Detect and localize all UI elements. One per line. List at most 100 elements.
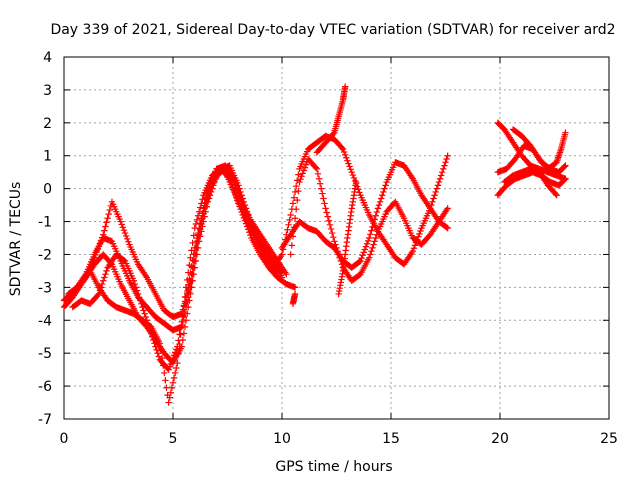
data-point (174, 359, 181, 367)
data-point (348, 168, 355, 176)
data-point (334, 247, 341, 255)
data-point (103, 267, 110, 275)
data-point (330, 233, 337, 241)
data-point (291, 215, 299, 222)
data-point (274, 267, 281, 275)
data-point (198, 220, 205, 228)
data-point (171, 369, 179, 377)
data-point (176, 331, 183, 338)
data-point (370, 241, 377, 248)
data-point (294, 196, 301, 204)
series-track-i (289, 290, 299, 308)
data-point (372, 212, 379, 219)
data-point (174, 343, 181, 350)
x-tick-label: 15 (382, 431, 400, 447)
data-point (145, 323, 153, 331)
data-point (240, 205, 248, 212)
data-point (179, 306, 187, 313)
data-point (433, 185, 440, 192)
data-point (382, 182, 389, 189)
series-track-e (73, 162, 281, 321)
data-point (322, 205, 329, 212)
data-point (335, 251, 342, 258)
data-point (97, 284, 105, 291)
y-tick-label: -7 (38, 412, 52, 428)
data-point (440, 165, 447, 173)
data-point (362, 243, 370, 250)
data-point (182, 294, 190, 301)
data-point (314, 170, 322, 178)
data-point (366, 234, 373, 242)
data-point (180, 313, 188, 321)
data-point (148, 330, 155, 337)
data-point (168, 357, 176, 365)
y-axis-label: SDTVAR / TECUs (8, 182, 24, 297)
data-point (344, 157, 351, 164)
data-point (170, 374, 178, 382)
series-track-j (313, 83, 349, 156)
data-point (431, 192, 438, 199)
data-point (239, 201, 246, 209)
data-point (94, 291, 101, 299)
data-point (318, 185, 325, 192)
series-track-b (60, 165, 286, 406)
data-point (290, 194, 298, 201)
data-point (343, 154, 350, 161)
data-point (562, 162, 569, 169)
data-point (117, 218, 124, 225)
data-point (441, 162, 448, 169)
data-point (367, 231, 374, 238)
data-point (181, 298, 189, 305)
y-tick-label: -5 (38, 346, 52, 362)
data-point (345, 160, 352, 167)
series-track-k (335, 178, 360, 298)
data-point (132, 284, 140, 291)
data-point (161, 369, 168, 377)
data-point (237, 195, 244, 202)
data-point (199, 210, 206, 217)
data-point (103, 219, 110, 226)
data-point (352, 178, 360, 186)
data-point (193, 238, 201, 245)
data-point (186, 281, 193, 289)
data-point (91, 254, 98, 261)
data-point (143, 317, 151, 324)
x-tick-label: 20 (491, 431, 509, 447)
data-point (197, 226, 204, 233)
data-point (377, 195, 385, 202)
data-point (93, 248, 100, 256)
data-point (170, 352, 178, 359)
data-point (325, 217, 333, 224)
data-point (144, 320, 152, 327)
x-axis-label: GPS time / hours (275, 459, 392, 475)
data-point (416, 230, 423, 238)
data-point (168, 384, 176, 391)
data-point (295, 187, 302, 195)
y-tick-label: 1 (43, 149, 52, 165)
x-tick-label: 5 (169, 431, 178, 447)
y-tick-label: -2 (38, 247, 52, 263)
data-point (155, 353, 163, 360)
data-point (380, 188, 387, 196)
data-point (92, 251, 99, 259)
data-point (432, 188, 439, 196)
data-point (167, 360, 175, 368)
data-point (187, 277, 194, 284)
data-point (153, 346, 160, 354)
data-point (246, 221, 253, 229)
data-point (289, 233, 297, 240)
data-point (180, 302, 188, 309)
data-point (178, 318, 185, 326)
data-point (130, 277, 137, 284)
data-point (201, 200, 208, 207)
data-point (289, 200, 297, 207)
data-point (233, 182, 240, 189)
data-point (368, 227, 375, 234)
data-point (316, 180, 324, 187)
data-point (245, 218, 252, 225)
data-point (375, 201, 383, 209)
data-point (230, 175, 238, 182)
data-point (119, 224, 127, 231)
data-point (151, 340, 158, 347)
